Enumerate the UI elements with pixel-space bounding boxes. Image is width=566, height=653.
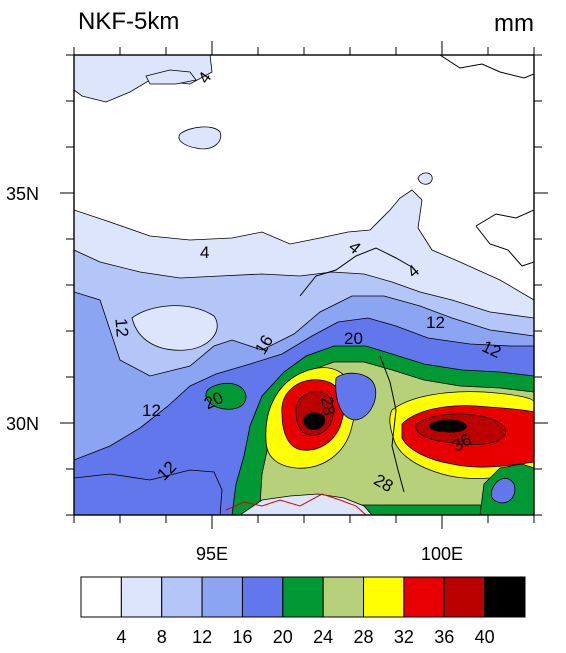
y-tick-label: 30N	[6, 414, 39, 434]
colorbar-swatch	[484, 576, 526, 618]
colorbar-swatch	[241, 576, 284, 618]
contour-fill-max	[303, 412, 326, 430]
y-axis	[60, 54, 548, 516]
contour-label: 20	[344, 329, 363, 348]
colorbar-swatch	[363, 576, 405, 618]
colorbar-label: 40	[475, 627, 495, 647]
x-tick-label: 95E	[196, 544, 228, 564]
colorbar-swatch	[403, 576, 445, 618]
contour-label: 12	[142, 401, 161, 420]
colorbar-swatch	[161, 576, 203, 618]
contour-fill-max-east	[428, 419, 467, 433]
border-east	[379, 355, 405, 493]
colorbar-swatch	[80, 576, 122, 618]
border-west-red	[225, 493, 367, 515]
contour-fill-south-strip	[74, 469, 223, 515]
contour-fill-light-west	[131, 305, 218, 351]
contour-fill-north-1	[74, 55, 213, 103]
x-tick-label: 100E	[421, 544, 463, 564]
units-label: mm	[494, 10, 534, 37]
contour-label: 12	[111, 317, 132, 338]
colorbar-label: 28	[354, 627, 374, 647]
precip-field	[74, 55, 534, 515]
contour-fill-north-2	[178, 126, 222, 150]
colorbar-swatch	[322, 576, 365, 618]
colorbar-swatch	[120, 576, 163, 618]
contour-label: 12	[426, 313, 445, 332]
colorbar-swatch	[443, 576, 486, 618]
contour-fill-se-blue	[490, 477, 516, 504]
colorbar-label: 32	[394, 627, 414, 647]
contour-fill-blue-hole	[335, 372, 377, 421]
colorbar: 4 8 12 16 20 24 28 32 36 40	[80, 576, 526, 647]
x-axis	[73, 41, 535, 529]
border-northeast	[475, 209, 534, 267]
colorbar-label: 24	[313, 627, 333, 647]
map-title: NKF-5km	[78, 8, 180, 35]
colorbar-label: 4	[116, 627, 126, 647]
border-central	[299, 247, 411, 297]
colorbar-label: 36	[434, 627, 454, 647]
y-tick-label: 35N	[6, 184, 39, 204]
colorbar-swatch	[201, 576, 243, 618]
contour-label: 4	[200, 243, 209, 262]
colorbar-label: 8	[157, 627, 167, 647]
coastline	[439, 55, 534, 79]
contour-label: 28	[317, 395, 339, 417]
contour-fill-north-3	[417, 172, 433, 185]
contour-fill-green-spot	[205, 382, 247, 410]
colorbar-label: 12	[192, 627, 212, 647]
contour-fill-north-4	[145, 69, 197, 85]
colorbar-label: 20	[273, 627, 293, 647]
colorbar-label: 16	[232, 627, 252, 647]
colorbar-swatch	[282, 576, 324, 618]
